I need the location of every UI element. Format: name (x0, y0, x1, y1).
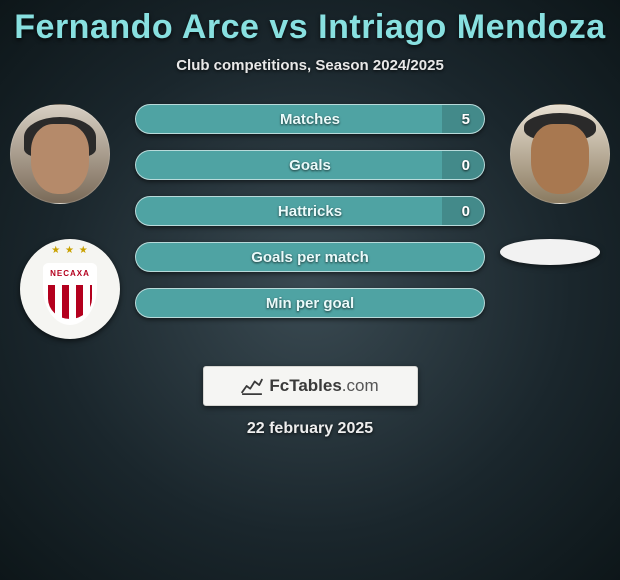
player-right-avatar (510, 104, 610, 204)
stat-row: Goals0 (135, 150, 485, 180)
brand-name: FcTables (269, 376, 341, 395)
stat-label: Goals per match (136, 243, 484, 271)
stat-value-right: 0 (462, 151, 470, 179)
club-left-badge: ★ ★ ★ NECAXA (20, 239, 120, 339)
date-text: 22 february 2025 (0, 420, 620, 438)
club-stripes (48, 285, 92, 319)
stat-label: Matches (136, 105, 484, 133)
stat-row: Min per goal (135, 288, 485, 318)
player-left-avatar (10, 104, 110, 204)
stats-rows: Matches5Goals0Hattricks0Goals per matchM… (135, 104, 485, 334)
avatar-face (31, 124, 89, 194)
stat-label: Goals (136, 151, 484, 179)
subtitle: Club competitions, Season 2024/2025 (0, 57, 620, 74)
club-stars-icon: ★ ★ ★ (51, 245, 88, 256)
stat-row: Matches5 (135, 104, 485, 134)
brand-suffix: .com (342, 376, 379, 395)
club-shield: NECAXA (43, 263, 97, 325)
brand-text: FcTables.com (269, 376, 378, 396)
stat-label: Hattricks (136, 197, 484, 225)
stat-label: Min per goal (136, 289, 484, 317)
brand-chart-icon (241, 377, 263, 395)
stat-row: Hattricks0 (135, 196, 485, 226)
comparison-area: ★ ★ ★ NECAXA Matches5Goals0Hattricks0Goa… (0, 104, 620, 354)
stat-value-right: 5 (462, 105, 470, 133)
club-right-placeholder (500, 239, 600, 265)
page-title: Fernando Arce vs Intriago Mendoza (0, 0, 620, 47)
avatar-face (531, 124, 589, 194)
stat-value-right: 0 (462, 197, 470, 225)
club-name: NECAXA (50, 269, 90, 278)
stat-row: Goals per match (135, 242, 485, 272)
brand-badge: FcTables.com (203, 366, 418, 406)
